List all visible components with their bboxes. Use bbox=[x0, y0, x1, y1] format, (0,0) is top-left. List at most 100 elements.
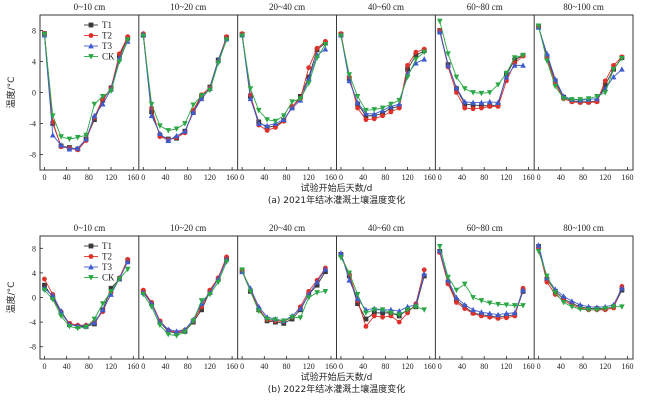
x-tick-label: 80 bbox=[85, 362, 93, 371]
series-line-CK bbox=[43, 34, 129, 140]
data-point-CK bbox=[272, 118, 279, 125]
data-point-T3 bbox=[470, 99, 476, 105]
data-point-CK bbox=[461, 281, 468, 287]
data-point-T3 bbox=[255, 120, 262, 126]
data-point-T3 bbox=[396, 308, 403, 314]
x-axis-title: 试验开始后天数/d bbox=[301, 182, 373, 194]
panel-title: 20~40 cm bbox=[269, 223, 305, 233]
data-point-T3 bbox=[182, 128, 188, 134]
x-tick-label: 0 bbox=[141, 173, 145, 182]
legend-marker-CK bbox=[88, 54, 94, 60]
y-tick-label: 4 bbox=[32, 58, 36, 67]
series-CK bbox=[535, 23, 625, 103]
data-point-T3 bbox=[495, 99, 501, 105]
data-point-T3 bbox=[124, 258, 131, 265]
data-point-T3 bbox=[610, 74, 617, 80]
data-point-CK bbox=[66, 136, 73, 142]
data-point-CK bbox=[83, 324, 89, 331]
panel-40-60-cm: 40~60 cm 0 40 80 120 160 bbox=[336, 2, 436, 182]
data-point-T3 bbox=[49, 132, 56, 138]
data-point-CK bbox=[602, 90, 609, 96]
data-point-CK bbox=[74, 325, 81, 332]
data-point-CK bbox=[379, 307, 386, 313]
data-point-CK bbox=[552, 290, 559, 296]
data-point-CK bbox=[305, 295, 312, 301]
data-point-T2 bbox=[495, 316, 501, 321]
data-point-T3 bbox=[486, 310, 493, 316]
panel-title: 20~40 cm bbox=[269, 2, 305, 12]
data-point-T3 bbox=[461, 98, 468, 105]
series-CK bbox=[436, 18, 526, 97]
legend-label: T1 bbox=[102, 241, 112, 251]
data-point-CK bbox=[264, 316, 270, 323]
data-point-T3 bbox=[560, 293, 567, 299]
data-point-CK bbox=[239, 33, 245, 39]
data-point-CK bbox=[413, 304, 419, 310]
data-point-CK bbox=[503, 302, 510, 308]
data-point-T1 bbox=[405, 66, 410, 72]
data-point-CK bbox=[280, 318, 287, 324]
data-point-CK bbox=[594, 307, 600, 313]
data-point-T3 bbox=[354, 99, 361, 105]
data-point-T3 bbox=[66, 146, 73, 152]
data-point-CK bbox=[173, 333, 180, 339]
series-line-T2 bbox=[538, 26, 623, 104]
panel-60-80-cm: 60~80 cm 0 40 80 120 160 bbox=[434, 223, 535, 371]
panel-title: 80~100 cm bbox=[563, 223, 604, 233]
x-tick-label: 0 bbox=[42, 362, 46, 371]
series-line-CK bbox=[340, 35, 425, 111]
data-point-CK bbox=[83, 132, 89, 139]
x-tick-label: 40 bbox=[161, 362, 169, 371]
x-tick-label: 120 bbox=[204, 362, 216, 371]
series-T3 bbox=[535, 242, 625, 310]
series-line-T3 bbox=[340, 35, 425, 115]
data-point-T3 bbox=[577, 301, 584, 308]
data-point-T3 bbox=[354, 295, 361, 302]
data-point-CK bbox=[173, 126, 180, 132]
series-T2 bbox=[140, 254, 229, 335]
data-point-CK bbox=[207, 87, 213, 94]
data-point-CK bbox=[453, 74, 460, 80]
data-point-CK bbox=[610, 304, 617, 310]
series-line-CK bbox=[142, 35, 227, 131]
data-point-T1 bbox=[322, 269, 328, 275]
series-line-T3 bbox=[340, 253, 425, 312]
legend-marker-CK bbox=[88, 275, 94, 281]
series-CK bbox=[239, 267, 329, 324]
x-tick-label: 40 bbox=[161, 173, 169, 182]
figure-caption: (a) 2021年结冰灌溉土壤温度变化 bbox=[268, 194, 405, 206]
data-point-CK bbox=[535, 248, 542, 255]
data-point-CK bbox=[363, 310, 369, 316]
data-point-CK bbox=[239, 267, 245, 273]
data-point-CK bbox=[58, 134, 64, 140]
legend-entry-CK: CK bbox=[84, 52, 115, 62]
data-point-T2 bbox=[479, 105, 484, 111]
data-point-CK bbox=[140, 292, 147, 298]
data-point-CK bbox=[535, 23, 542, 29]
data-point-CK bbox=[478, 90, 485, 97]
x-tick-label: 0 bbox=[438, 173, 442, 182]
x-tick-label: 0 bbox=[537, 362, 541, 371]
series-T1 bbox=[437, 248, 526, 320]
legend-marker-T3 bbox=[88, 264, 94, 270]
data-point-T3 bbox=[264, 122, 270, 129]
panel-80-100-cm: 80~100 cm 0 40 80 120 160 bbox=[533, 223, 633, 371]
data-point-T2 bbox=[355, 105, 360, 111]
x-tick-label: 160 bbox=[127, 362, 139, 371]
series-T1 bbox=[338, 31, 427, 119]
panel-60-80-cm: 60~80 cm 0 40 80 120 160 bbox=[434, 2, 535, 182]
data-point-CK bbox=[190, 102, 197, 108]
data-point-CK bbox=[495, 82, 501, 88]
x-tick-label: 0 bbox=[339, 362, 343, 371]
series-line-T1 bbox=[538, 26, 623, 103]
data-point-T3 bbox=[314, 279, 320, 285]
x-tick-label: 0 bbox=[42, 173, 46, 182]
data-point-T3 bbox=[74, 145, 81, 151]
series-line-CK bbox=[44, 268, 129, 329]
data-point-CK bbox=[255, 107, 262, 114]
data-point-T3 bbox=[49, 292, 56, 299]
x-axis-title: 试验开始后天数/d bbox=[301, 371, 373, 383]
data-point-CK bbox=[272, 317, 279, 323]
series-line-CK bbox=[538, 25, 623, 100]
data-point-T2 bbox=[487, 314, 493, 320]
